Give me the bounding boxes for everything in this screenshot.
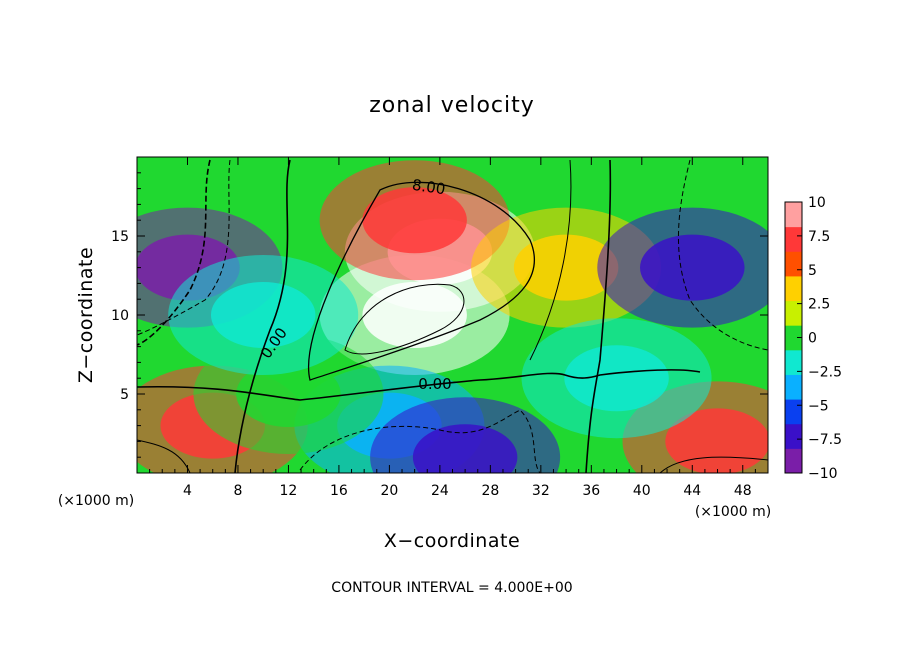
field-core-2	[362, 187, 467, 254]
colorbar-swatch	[785, 226, 802, 252]
x-tick-label: 24	[431, 483, 449, 499]
x-tick-label: 36	[582, 483, 600, 499]
colorbar-tick-label: 10	[808, 195, 826, 211]
colorbar-swatch	[785, 374, 802, 400]
contour-line-neg4-left	[137, 159, 231, 336]
field-core-10	[236, 361, 341, 427]
x-tick-label: 32	[532, 483, 550, 499]
x-tick-label: 48	[734, 483, 752, 499]
field-core-12	[564, 345, 669, 412]
field-core-11	[210, 282, 316, 348]
x-unit-label: (×1000 m)	[695, 504, 771, 520]
contour-line-zero-left	[234, 159, 291, 473]
field-core-9	[412, 424, 518, 473]
contour-label-upper: 8.00	[411, 176, 447, 198]
colorbar-swatch	[785, 300, 802, 326]
colorbar: 10 7.5 5 2.5 0 −2.5 −5 −7.5 −10	[784, 195, 842, 482]
x-tick-label: 16	[330, 483, 348, 499]
colorbar-swatch	[785, 448, 802, 474]
x-tick-label: 20	[380, 483, 398, 499]
contour-line-neg4-right	[678, 159, 768, 351]
y-unit-label: (×1000 m)	[58, 493, 134, 509]
colorbar-tick-label: 7.5	[808, 229, 830, 245]
field-core-1	[362, 282, 467, 348]
colorbar-tick-label: −10	[808, 466, 838, 482]
contour-line-zero-right	[585, 159, 612, 473]
contour-line-bottom-right	[659, 456, 768, 473]
x-tick-label: 12	[280, 483, 298, 499]
contour-interval-label: CONTOUR INTERVAL = 4.000E+00	[331, 580, 572, 596]
chart-title: zonal velocity	[369, 93, 535, 118]
colorbar-tick-label: −7.5	[808, 432, 842, 448]
contour-line-8	[308, 181, 536, 381]
x-tick-label: 4	[183, 483, 192, 499]
colorbar-swatch	[785, 251, 802, 277]
field-core-3	[513, 234, 619, 301]
contour-line-neg4-bottom	[299, 409, 541, 473]
contour-line-4-right	[529, 159, 572, 361]
colorbar-tick-label: 0	[808, 331, 817, 347]
x-axis-label: X−coordinate	[384, 530, 520, 552]
y-axis-label: Z−coordinate	[75, 247, 97, 383]
y-tick-label: 15	[111, 229, 129, 245]
contour-line-bottom-left	[137, 439, 191, 473]
field-core-7	[665, 408, 768, 473]
colorbar-swatch	[785, 325, 802, 351]
colorbar-swatch	[785, 349, 802, 375]
field-core-4	[640, 234, 745, 301]
velocity-field: 8.00 0.00 0.00	[137, 157, 768, 473]
x-tick-label: 44	[683, 483, 701, 499]
colorbar-swatch	[785, 202, 802, 228]
x-tick-label: 28	[481, 483, 499, 499]
colorbar-tick-label: 2.5	[808, 297, 830, 313]
colorbar-tick-label: −2.5	[808, 364, 842, 380]
x-tick-label: 40	[633, 483, 651, 499]
colorbar-tick-label: −5	[808, 398, 829, 414]
x-tick-label: 8	[233, 483, 242, 499]
contour-line-zero-lower	[137, 369, 701, 401]
contour-line-neg8-left	[137, 159, 211, 346]
y-tick-label: 10	[111, 308, 129, 324]
colorbar-swatch	[785, 275, 802, 302]
colorbar-tick-label: 5	[808, 263, 817, 279]
colorbar-swatch	[785, 423, 802, 449]
colorbar-swatch	[785, 399, 802, 425]
contour-label-lower: 0.00	[418, 375, 451, 393]
contour-line-12	[344, 283, 465, 355]
y-tick-label: 5	[120, 387, 129, 403]
